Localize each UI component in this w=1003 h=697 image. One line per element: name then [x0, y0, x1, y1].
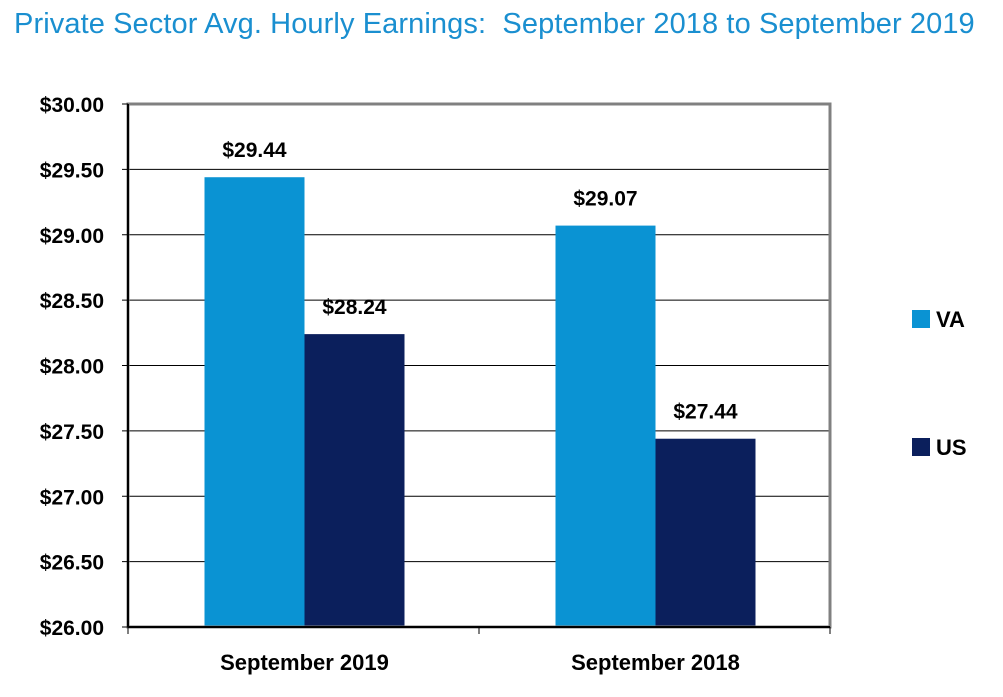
- legend-label-va: VA: [936, 307, 965, 332]
- y-tick-label: $28.00: [40, 356, 104, 379]
- legend-swatch-va: [912, 310, 930, 328]
- x-category-label: September 2019: [220, 650, 389, 675]
- legend: VA US: [912, 307, 967, 460]
- legend-label-us: US: [936, 435, 967, 460]
- y-tick-label: $29.50: [40, 159, 104, 182]
- bar-va-0: [204, 177, 305, 627]
- bar-va-1: [555, 225, 656, 627]
- y-tick-label: $30.00: [40, 94, 104, 117]
- y-tick-label: $27.00: [40, 486, 104, 509]
- y-tick-label: $28.50: [40, 290, 104, 313]
- data-labels: $29.44 $28.24 $29.07 $27.44: [222, 139, 738, 424]
- x-category-label: September 2018: [571, 650, 740, 675]
- y-axis: $26.00 $26.50 $27.00 $27.50 $28.00 $28.50 $29.…: [40, 94, 128, 640]
- bar-us-0: [304, 334, 405, 627]
- y-tick-label: $26.00: [40, 617, 104, 640]
- data-label-va-0: $29.44: [222, 139, 287, 162]
- data-label-us-0: $28.24: [322, 296, 387, 319]
- y-tick-label: $29.00: [40, 225, 104, 248]
- data-label-va-1: $29.07: [573, 188, 637, 211]
- bar-us-1: [655, 438, 756, 627]
- legend-swatch-us: [912, 438, 930, 456]
- y-tick-label: $27.50: [40, 421, 104, 444]
- bars: [204, 177, 756, 627]
- chart-title: Private Sector Avg. Hourly Earnings: Sep…: [14, 8, 975, 40]
- x-axis: September 2019 September 2018: [127, 627, 831, 675]
- data-label-us-1: $27.44: [673, 401, 738, 424]
- y-tick-label: $26.50: [40, 552, 104, 575]
